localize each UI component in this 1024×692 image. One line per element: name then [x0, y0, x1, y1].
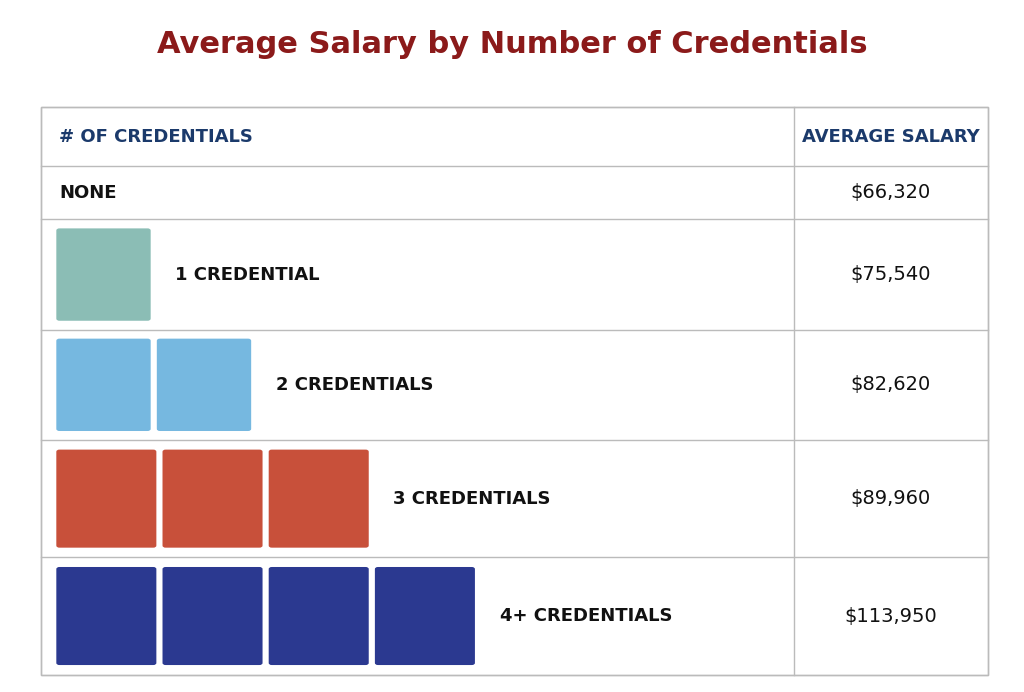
Text: NONE: NONE — [59, 184, 117, 202]
FancyBboxPatch shape — [163, 567, 262, 665]
Text: $75,540: $75,540 — [851, 265, 931, 284]
FancyBboxPatch shape — [163, 450, 262, 547]
Text: 1 CREDENTIAL: 1 CREDENTIAL — [175, 266, 319, 284]
Text: 3 CREDENTIALS: 3 CREDENTIALS — [393, 490, 551, 508]
Text: $89,960: $89,960 — [851, 489, 931, 508]
Text: AVERAGE SALARY: AVERAGE SALARY — [802, 127, 980, 146]
Text: 4+ CREDENTIALS: 4+ CREDENTIALS — [500, 607, 672, 625]
FancyBboxPatch shape — [268, 567, 369, 665]
FancyBboxPatch shape — [56, 228, 151, 321]
Bar — [41, 107, 988, 675]
FancyBboxPatch shape — [56, 450, 157, 547]
FancyBboxPatch shape — [268, 450, 369, 547]
Bar — [41, 107, 988, 675]
Text: $113,950: $113,950 — [845, 606, 937, 626]
FancyBboxPatch shape — [56, 567, 157, 665]
FancyBboxPatch shape — [56, 338, 151, 431]
Text: $66,320: $66,320 — [851, 183, 931, 202]
FancyBboxPatch shape — [157, 338, 251, 431]
FancyBboxPatch shape — [375, 567, 475, 665]
Text: Average Salary by Number of Credentials: Average Salary by Number of Credentials — [157, 30, 867, 60]
Text: # OF CREDENTIALS: # OF CREDENTIALS — [59, 127, 253, 146]
Text: 2 CREDENTIALS: 2 CREDENTIALS — [275, 376, 433, 394]
Text: $82,620: $82,620 — [851, 375, 931, 394]
